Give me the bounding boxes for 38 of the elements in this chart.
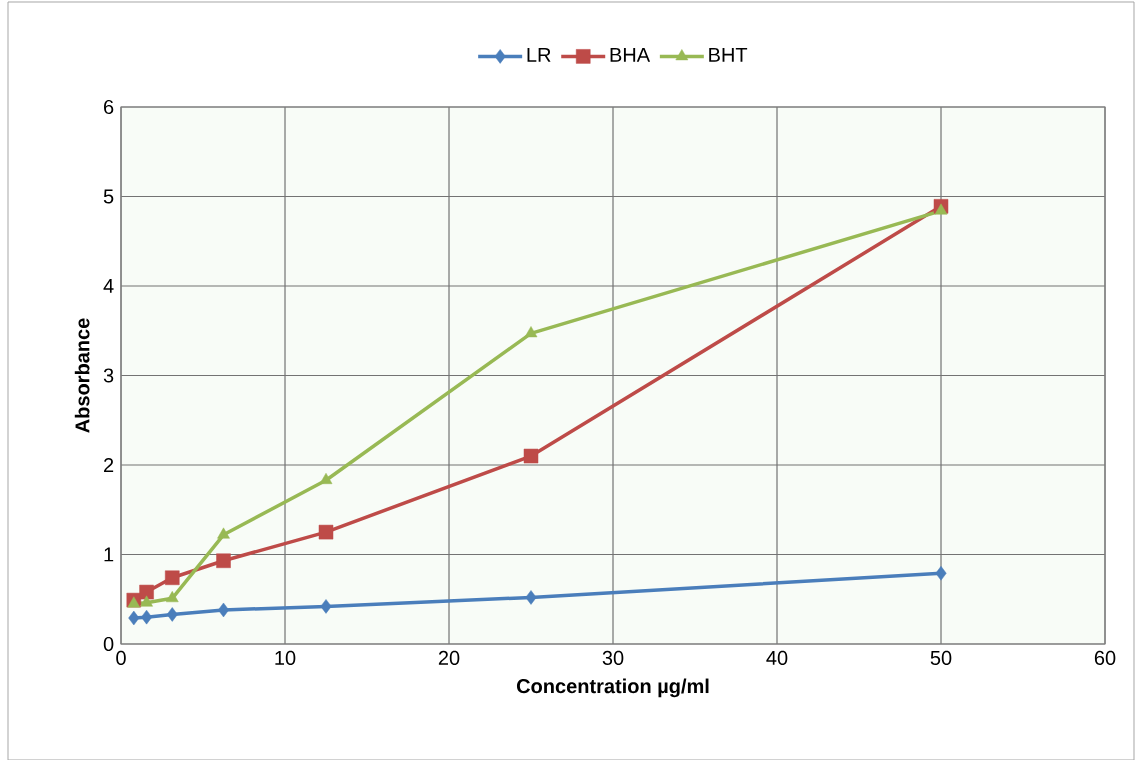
x-tick-label: 0 — [116, 650, 126, 665]
legend-label: BHA — [610, 48, 651, 62]
point — [165, 570, 180, 586]
point — [523, 448, 539, 464]
y-tick-label: 0 — [103, 636, 114, 652]
y-tick-label: 1 — [104, 547, 114, 562]
point — [216, 553, 231, 568]
y-tick-label: 6 — [104, 99, 114, 115]
point — [319, 472, 333, 484]
point — [218, 602, 230, 618]
x-axis-title: Concentration µg/ml — [516, 678, 709, 698]
point — [935, 566, 947, 581]
x-tick-label: 20 — [438, 650, 460, 665]
point — [217, 527, 230, 539]
point — [934, 203, 948, 215]
x-tick-label: 10 — [275, 650, 296, 665]
point — [128, 610, 140, 626]
y-tick-label: 5 — [103, 189, 114, 204]
y-tick-label: 3 — [103, 368, 114, 383]
point — [127, 596, 141, 608]
y-axis-title: Absorbance — [74, 318, 90, 433]
x-tick-label: 60 — [1094, 650, 1116, 665]
x-tick-label: 40 — [766, 650, 788, 665]
point — [524, 326, 538, 338]
point — [320, 599, 332, 614]
legend-label: LR — [527, 48, 551, 62]
point — [166, 607, 178, 622]
point — [318, 524, 334, 540]
x-tick-label: 30 — [602, 650, 624, 665]
y-tick-label: 4 — [103, 279, 114, 293]
point — [165, 591, 179, 603]
legend-label: BHT — [709, 48, 748, 62]
x-tick-label: 50 — [930, 650, 952, 665]
point — [525, 590, 537, 605]
y-tick-label: 2 — [104, 458, 114, 472]
point — [141, 609, 153, 625]
point — [140, 595, 153, 607]
point — [139, 584, 154, 600]
